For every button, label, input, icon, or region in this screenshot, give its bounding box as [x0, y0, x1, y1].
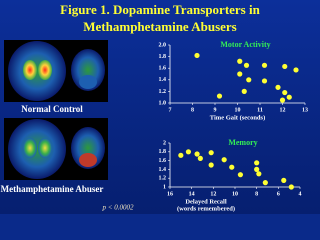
point — [237, 58, 243, 64]
y-tick-label: 1.6 — [159, 158, 167, 164]
point — [229, 164, 235, 170]
x-tick-label: 10 — [232, 191, 238, 197]
point — [254, 166, 260, 172]
title-line: Figure 1. Dopamine Transporters in — [60, 2, 260, 17]
point — [216, 93, 223, 99]
x-tick-label: 9 — [214, 107, 217, 113]
point — [262, 180, 268, 186]
title-line: Methamphetamine Abusers — [83, 19, 236, 34]
y-tick-label: 2 — [163, 140, 166, 146]
chart-title: Memory — [228, 138, 257, 147]
x-tick-label: 13 — [302, 107, 308, 113]
y-tick-label: 1.6 — [159, 66, 167, 72]
y-tick-label: 1.0 — [159, 100, 167, 106]
point — [185, 149, 192, 155]
x-tick-label: 12 — [280, 107, 286, 113]
chart-title: Motor Activity — [220, 40, 270, 49]
point — [254, 160, 260, 166]
point — [221, 157, 227, 163]
x-axis-label: Time Gait (seconds) — [210, 114, 266, 121]
y-tick-label: 1.4 — [159, 77, 167, 83]
x-axis-label: (words remembered) — [177, 205, 235, 212]
point — [194, 151, 200, 157]
x-tick-label: 4 — [299, 191, 302, 197]
point — [282, 63, 288, 70]
x-axis-label: Delayed Recall — [185, 198, 227, 205]
x-tick-label: 7 — [169, 107, 172, 113]
point — [246, 77, 252, 83]
point — [194, 52, 200, 59]
point — [208, 150, 214, 156]
x-tick-label: 14 — [189, 191, 195, 197]
brain-scans-abuser — [4, 118, 108, 180]
x-tick-label: 11 — [257, 107, 263, 113]
point — [178, 152, 184, 158]
point — [261, 62, 268, 68]
image-label: Normal Control — [21, 104, 83, 114]
x-tick-label: 12 — [210, 191, 216, 197]
y-tick-label: 1.8 — [159, 149, 167, 155]
image-label: Methamphetamine Abuser — [1, 184, 104, 194]
point — [241, 88, 247, 94]
x-tick-label: 6 — [277, 191, 280, 197]
point — [261, 78, 268, 84]
x-tick-label: 16 — [167, 191, 173, 197]
point — [237, 71, 243, 77]
point — [275, 84, 281, 90]
point — [281, 177, 287, 183]
footnote: p < 0.0002 — [102, 204, 134, 212]
point — [293, 67, 299, 73]
point — [243, 62, 250, 68]
point — [288, 184, 294, 190]
point — [286, 94, 292, 100]
brain-scans-normal — [4, 40, 108, 102]
y-tick-label: 1.4 — [159, 167, 167, 173]
x-tick-label: 8 — [255, 191, 258, 197]
x-tick-label: 10 — [235, 107, 241, 113]
point — [256, 171, 262, 177]
point — [282, 89, 288, 96]
point — [279, 97, 286, 103]
x-tick-label: 8 — [191, 107, 194, 113]
y-tick-label: 1.2 — [159, 89, 167, 95]
point — [197, 155, 203, 161]
y-tick-label: 1 — [163, 184, 166, 190]
slide: Figure 1. Dopamine Transporters in Metha… — [0, 0, 320, 214]
point — [237, 172, 244, 178]
point — [208, 162, 214, 168]
y-tick-label: 2.0 — [159, 42, 167, 48]
y-tick-label: 1.2 — [159, 176, 167, 182]
y-tick-label: 1.8 — [159, 54, 167, 60]
